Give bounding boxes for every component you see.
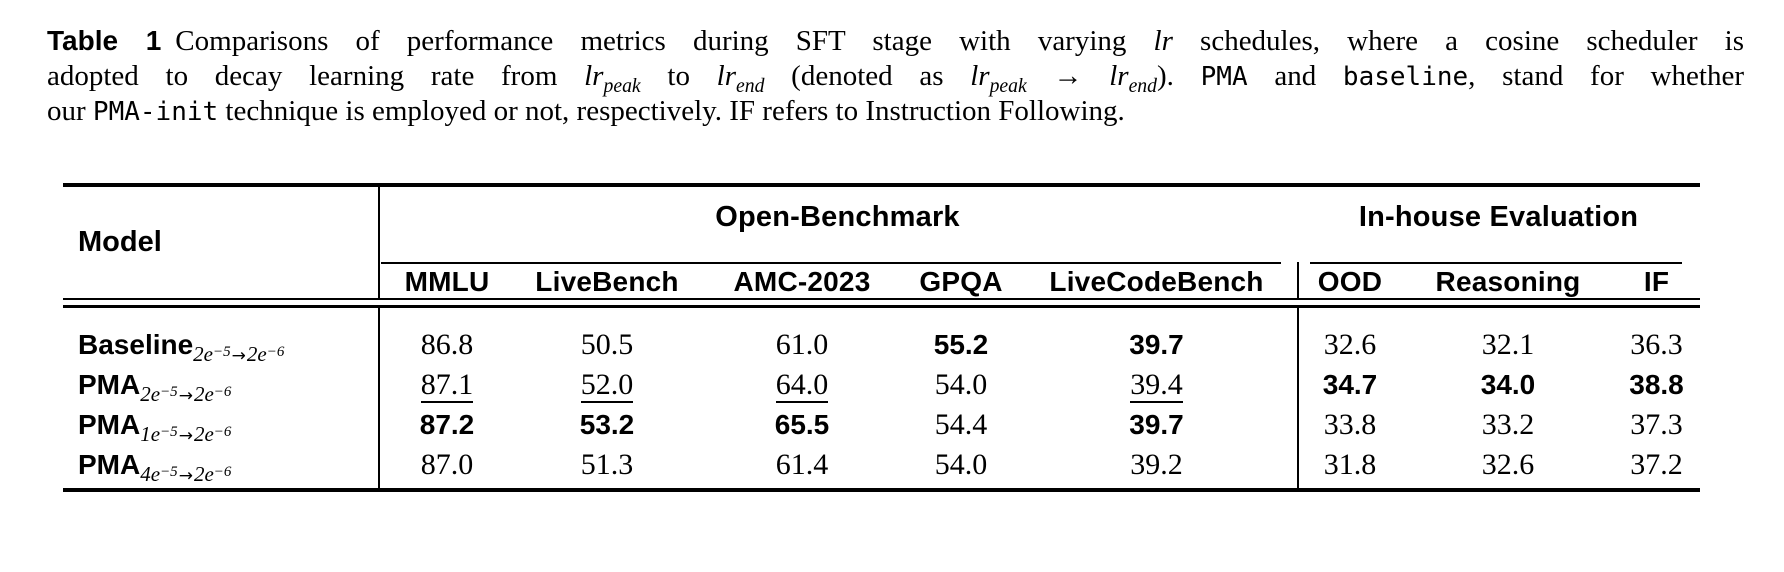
column-header-livecodebench: LiveCodeBench <box>1049 266 1264 297</box>
model-column-divider-body <box>378 308 380 488</box>
table-caption: Table 1 Comparisons of performance metric… <box>47 24 1744 130</box>
arrow-glyph: → <box>231 346 246 366</box>
arrow-glyph: → <box>178 386 193 406</box>
column-header-gpqa: GPQA <box>919 266 1003 297</box>
model-name: PMA2e−5→2e−6 <box>78 369 232 406</box>
open-benchmark-underline-rule <box>381 262 1281 264</box>
in-house-underline-rule <box>1310 262 1682 264</box>
column-header-livebench: LiveBench <box>535 266 679 297</box>
metric-value: 50.5 <box>580 328 634 361</box>
arrow-glyph: → <box>178 466 193 486</box>
metric-value: 38.8 <box>1629 369 1684 400</box>
metric-value: 34.0 <box>1480 369 1536 400</box>
metric-value: 36.3 <box>1630 328 1683 361</box>
metric-value: 33.2 <box>1481 408 1535 441</box>
metric-value: 37.2 <box>1630 448 1683 481</box>
metric-value: 32.6 <box>1323 328 1377 361</box>
arrow-glyph: → <box>178 426 193 446</box>
metric-value: 39.2 <box>1130 448 1183 481</box>
group-divider-header <box>1297 262 1299 298</box>
model-name: Baseline2e−5→2e−6 <box>78 329 285 366</box>
header-double-rule-upper <box>63 298 1700 300</box>
metric-value: 61.0 <box>775 328 829 361</box>
metric-value: 87.0 <box>420 448 474 481</box>
metric-value: 54.0 <box>934 448 988 481</box>
metric-value: 55.2 <box>933 329 989 360</box>
caption-line: our PMA-init technique is employed or no… <box>47 95 1125 127</box>
column-header-ood: OOD <box>1317 266 1383 297</box>
results-table: Model Open-Benchmark In-house Evaluation… <box>63 183 1700 495</box>
subheader-row: MMLU LiveBench AMC-2023 GPQA LiveCodeBen… <box>63 265 1700 298</box>
column-header-reasoning: Reasoning <box>1435 266 1581 297</box>
table-row: PMA2e−5→2e−6 87.1 52.0 64.0 54.0 39.4 34.7 34.0… <box>63 365 1700 405</box>
metric-value: 87.1 <box>420 368 474 403</box>
metric-value: 87.2 <box>419 409 475 440</box>
metric-value: 61.4 <box>775 448 829 481</box>
model-column-divider-header <box>378 187 380 298</box>
metric-value: 32.1 <box>1481 328 1535 361</box>
metric-value: 39.7 <box>1129 329 1184 360</box>
table-top-rule <box>63 183 1700 187</box>
group-header-open-benchmark: Open-Benchmark <box>715 200 960 233</box>
subheader-spacer <box>63 265 378 298</box>
column-header-model: Model <box>78 225 162 258</box>
group-divider-body <box>1297 308 1299 488</box>
metric-value: 64.0 <box>775 368 829 403</box>
table-row: Baseline2e−5→2e−6 86.8 50.5 61.0 55.2 39.7 32.… <box>63 325 1700 365</box>
model-name: PMA4e−5→2e−6 <box>78 449 232 486</box>
metric-value: 34.7 <box>1322 369 1378 400</box>
metric-value: 33.8 <box>1323 408 1377 441</box>
metric-value: 54.0 <box>934 368 988 401</box>
metric-value: 86.8 <box>420 328 474 361</box>
metric-value: 51.3 <box>580 448 634 481</box>
metric-value: 54.4 <box>934 408 988 441</box>
metric-value: 52.0 <box>580 368 634 403</box>
caption-line: adopted to decay learning rate from lrpe… <box>47 59 1744 97</box>
model-name: PMA1e−5→2e−6 <box>78 409 232 446</box>
metric-value: 32.6 <box>1481 448 1535 481</box>
metric-value: 65.5 <box>774 409 830 440</box>
metric-value: 31.8 <box>1323 448 1377 481</box>
column-header-if: IF <box>1643 266 1670 297</box>
metric-value: 39.4 <box>1130 368 1183 403</box>
column-header-mmlu: MMLU <box>404 266 490 297</box>
group-header-in-house-evaluation: In-house Evaluation <box>1358 200 1639 233</box>
table-bottom-rule <box>63 488 1700 492</box>
table-row: PMA1e−5→2e−6 87.2 53.2 65.5 54.4 39.7 33.8 33.2… <box>63 405 1700 445</box>
column-header-amc-2023: AMC-2023 <box>733 266 871 297</box>
metric-value: 39.7 <box>1129 409 1184 440</box>
table-row: PMA4e−5→2e−6 87.0 51.3 61.4 54.0 39.2 31.8 32.6… <box>63 445 1700 485</box>
caption-line: Table 1 Comparisons of performance metric… <box>47 25 1744 57</box>
table-body: Baseline2e−5→2e−6 86.8 50.5 61.0 55.2 39.7 32.… <box>63 308 1700 485</box>
metric-value: 37.3 <box>1630 408 1683 441</box>
metric-value: 53.2 <box>579 409 635 440</box>
header-double-rule-lower <box>63 305 1700 308</box>
